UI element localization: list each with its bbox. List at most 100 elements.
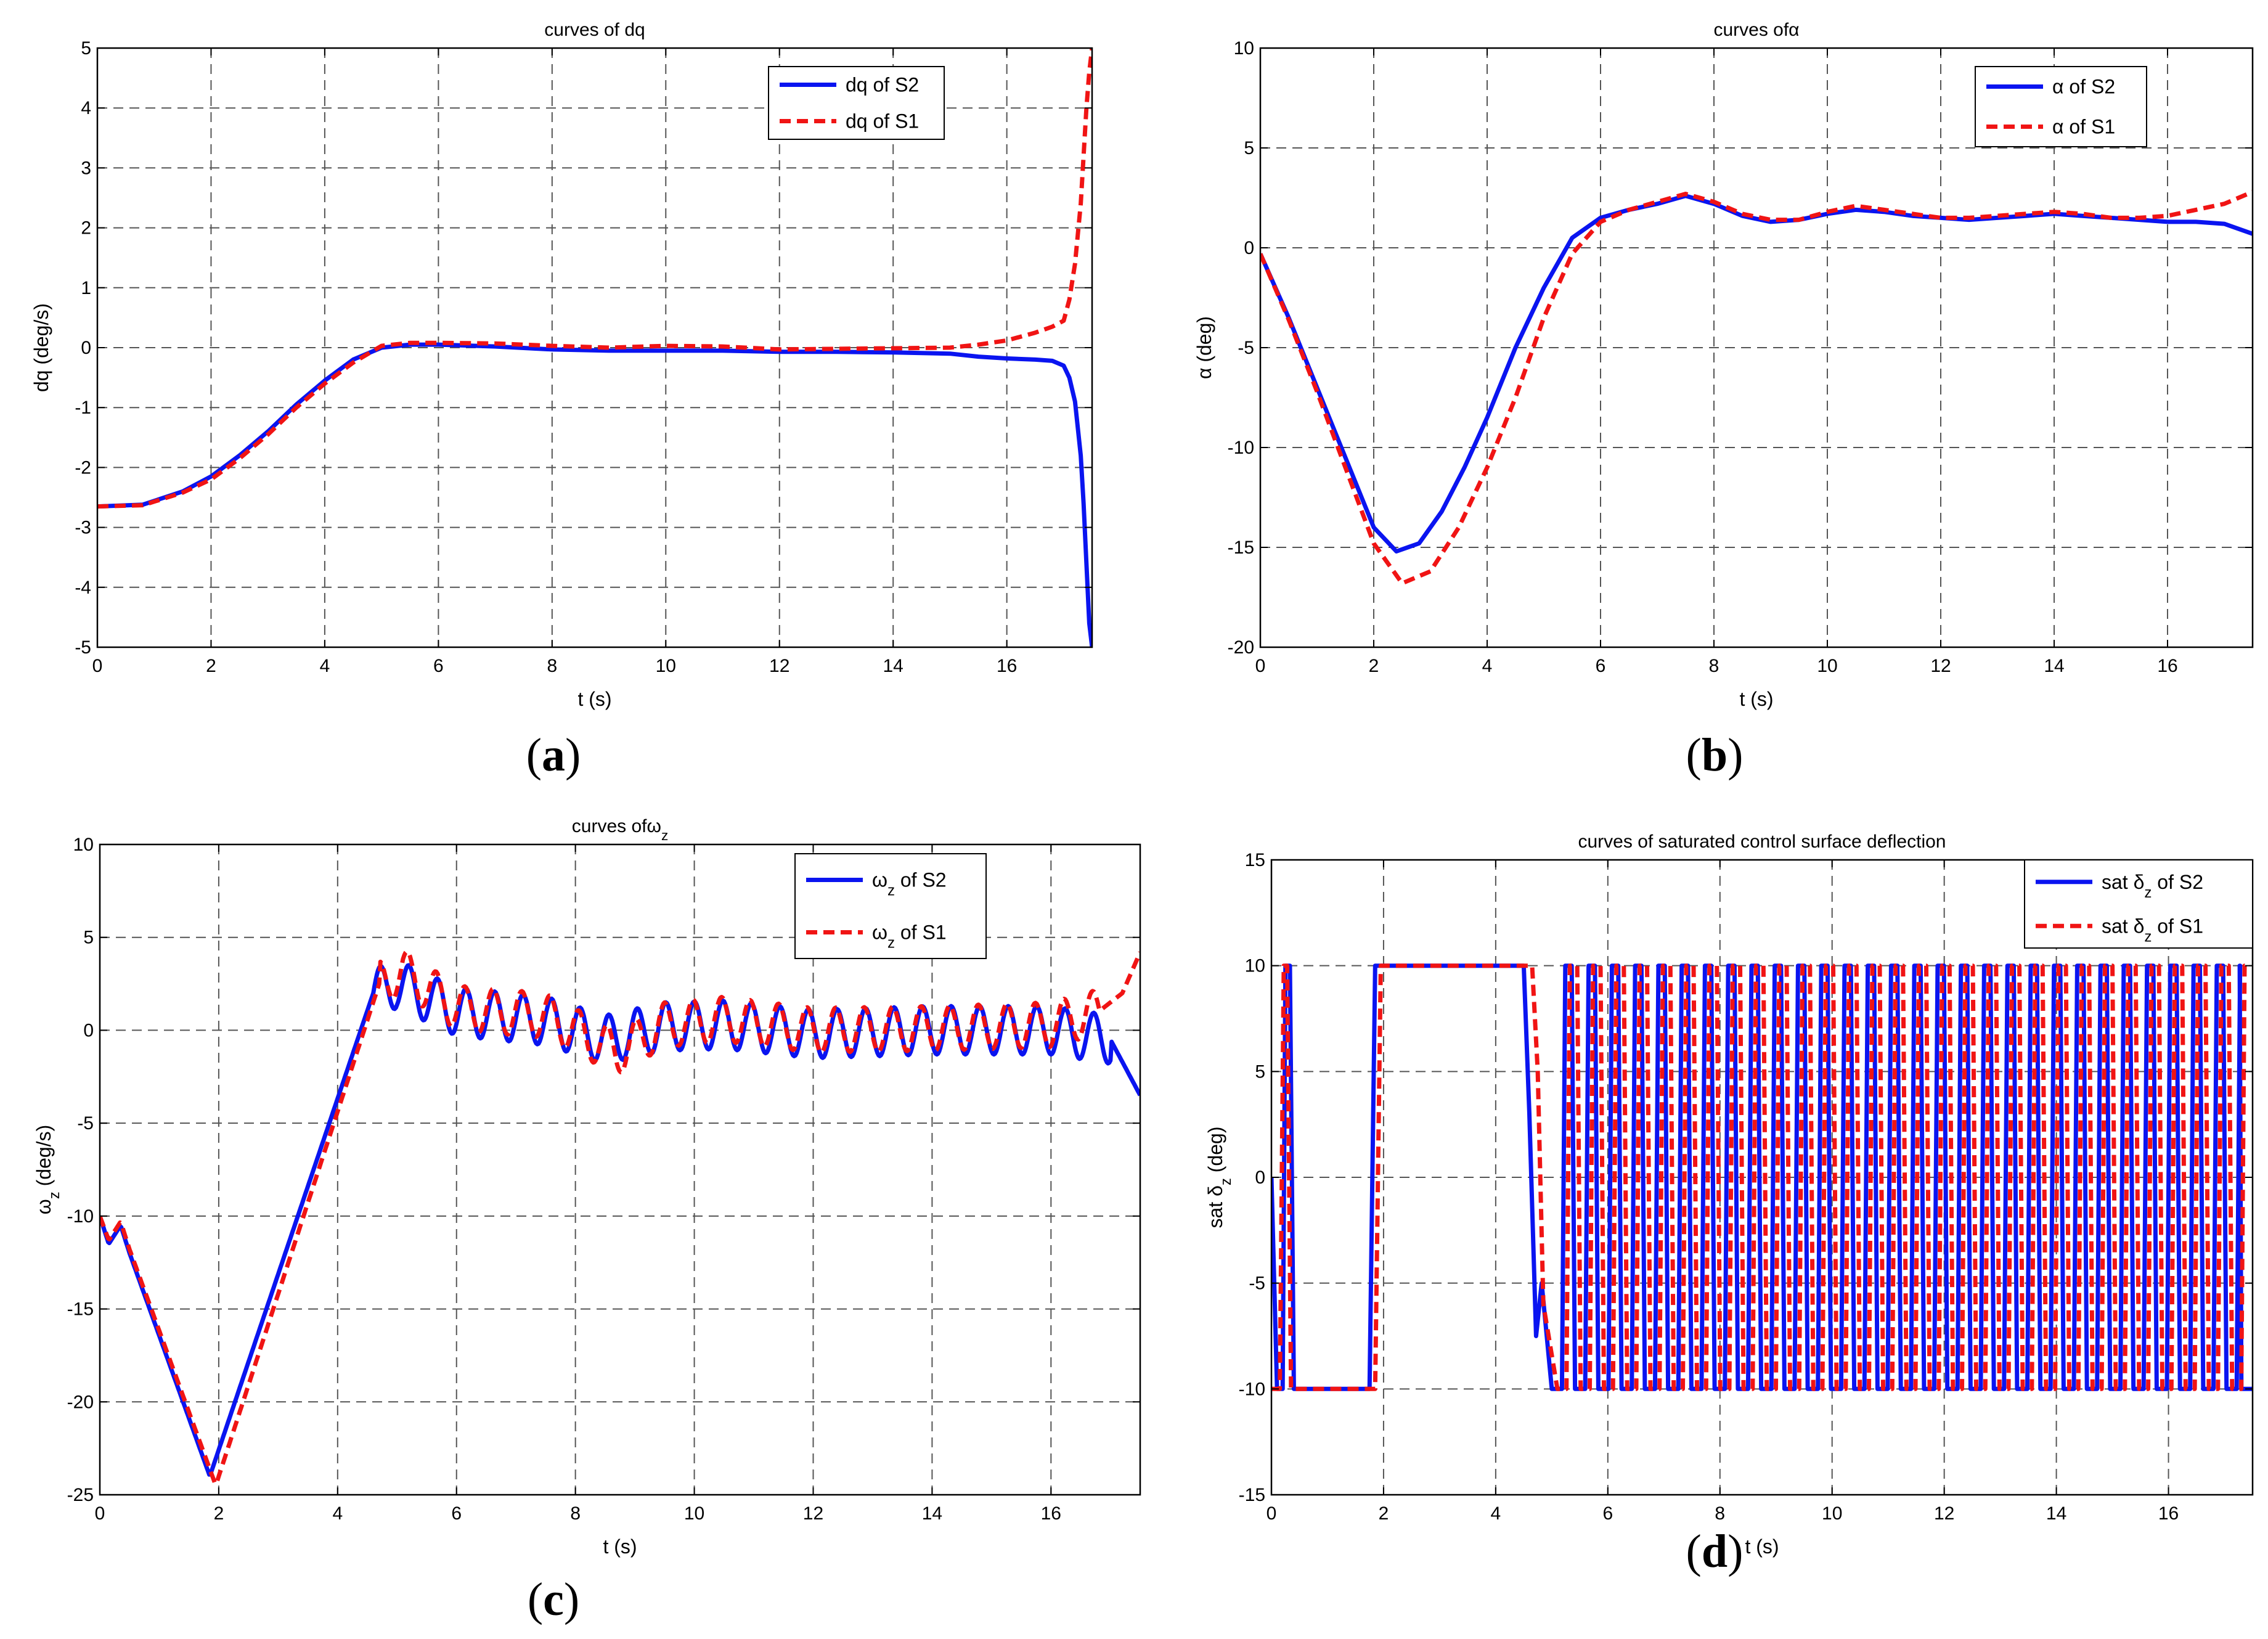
chart-title: curves ofωz [572, 816, 668, 843]
legend-entry: dq of S2 [846, 74, 919, 96]
x-tick-label: 12 [769, 656, 789, 676]
series-group [100, 949, 1140, 1486]
y-tick-label: 15 [1245, 850, 1265, 870]
x-tick-label: 16 [2157, 656, 2177, 676]
x-axis-label: t (s) [577, 688, 611, 710]
x-tick-label: 4 [1482, 656, 1493, 676]
legend-box [2024, 859, 2253, 949]
y-tick-label: 5 [83, 928, 94, 948]
x-tick-label: 0 [92, 656, 103, 676]
y-tick-label: -25 [67, 1485, 94, 1505]
y-axis-label: dq (deg/s) [30, 303, 52, 392]
legend: α of S2 α of S1 [1975, 66, 2147, 147]
x-tick-label: 10 [684, 1503, 704, 1524]
y-tick-label: 3 [81, 158, 91, 178]
y-tick-label: 2 [81, 218, 91, 239]
x-axis-label: t (s) [1745, 1535, 1779, 1558]
legend-entry: dq of S1 [846, 110, 919, 133]
series-line-s1 [1271, 963, 2251, 1391]
y-tick-label: -10 [1228, 438, 1254, 458]
y-axis-label: α (deg) [1193, 316, 1215, 379]
y-tick-label: -15 [1239, 1485, 1265, 1505]
panel-label: (d) [1686, 1526, 1744, 1577]
legend: ωz of S2 ωz of S1 [794, 853, 987, 959]
y-tick-label: 0 [83, 1020, 94, 1040]
x-tick-label: 16 [997, 656, 1017, 676]
x-tick-label: 2 [1369, 656, 1379, 676]
series-group [1271, 963, 2253, 1391]
chart-title: curves of saturated control surface defl… [1578, 832, 1946, 852]
y-tick-label: 1 [81, 278, 91, 298]
y-axis-label: sat δz (deg) [1204, 1127, 1234, 1228]
panel-label: (c) [528, 1574, 579, 1625]
x-tick-label: 0 [1255, 656, 1266, 676]
x-tick-label: 14 [883, 656, 904, 676]
x-tick-label: 12 [1930, 656, 1951, 676]
legend-entry: α of S1 [2052, 116, 2115, 138]
x-tick-label: 14 [2044, 656, 2064, 676]
x-tick-label: 10 [1822, 1503, 1842, 1524]
x-tick-label: 4 [320, 656, 330, 676]
chart-panel-c: 0 2 4 6 8 10 12 14 16 -25 -20 -15 -10 -5 0 5 10 curves of… [33, 816, 1141, 1625]
grid [1260, 48, 2253, 647]
y-tick-label: 10 [1234, 38, 1254, 59]
series-line-s1 [100, 949, 1140, 1486]
x-tick-label: 2 [1379, 1503, 1389, 1524]
x-tick-label: 8 [1709, 656, 1719, 676]
y-tick-label: 5 [1255, 1061, 1265, 1082]
y-tick-label: 10 [73, 835, 94, 855]
chart-panel-b: 0 2 4 6 8 10 12 14 16 -20 -15 -10 -5 0 5 10 curves ofα t … [1193, 20, 2254, 781]
x-tick-label: 0 [95, 1503, 105, 1524]
grid [100, 844, 1140, 1495]
y-tick-label: 5 [1244, 138, 1254, 158]
x-tick-label: 14 [922, 1503, 942, 1524]
x-tick-label: 6 [1596, 656, 1606, 676]
chart-title: curves of dq [544, 20, 645, 40]
legend-box [794, 853, 987, 959]
y-tick-label: -15 [1228, 537, 1254, 558]
x-tick-label: 16 [2158, 1503, 2179, 1524]
legend-box [768, 66, 945, 140]
y-axis-label: ωz (deg/s) [33, 1125, 63, 1214]
series-line-s2 [100, 963, 1140, 1477]
series-line-s1 [1260, 190, 2253, 586]
y-tick-label: -4 [75, 578, 91, 598]
x-tick-label: 12 [1934, 1503, 1954, 1524]
x-tick-label: 8 [1715, 1503, 1725, 1524]
y-tick-label: -3 [75, 518, 91, 538]
panel-label: (b) [1686, 729, 1744, 781]
panel-label: (a) [526, 729, 581, 781]
legend-entry: α of S2 [2052, 76, 2115, 98]
axes-box [99, 843, 1141, 1496]
ticks: 0 2 4 6 8 10 12 14 16 -20 -15 -10 -5 0 5 10 [1228, 38, 2253, 676]
legend-entry: ωz of S1 [872, 922, 947, 952]
x-tick-label: 16 [1041, 1503, 1061, 1524]
y-tick-label: -20 [1228, 637, 1254, 658]
y-tick-label: -5 [1238, 338, 1254, 358]
x-tick-label: 4 [1491, 1503, 1501, 1524]
y-tick-label: -5 [1249, 1273, 1265, 1294]
series-line-s2 [97, 342, 1092, 647]
y-tick-label: 10 [1245, 956, 1265, 976]
x-tick-label: 10 [656, 656, 676, 676]
y-tick-label: -10 [67, 1206, 94, 1227]
x-tick-label: 6 [451, 1503, 462, 1524]
x-tick-label: 8 [547, 656, 557, 676]
legend-entry: sat δz of S2 [2102, 871, 2203, 901]
chart-panel-d: 0 2 4 6 8 10 12 14 16 -15 -10 -5 0 5 10 15 curves of sat… [1204, 832, 2254, 1577]
x-tick-label: 6 [1602, 1503, 1613, 1524]
x-tick-label: 10 [1817, 656, 1837, 676]
y-tick-label: 4 [81, 98, 91, 118]
x-axis-label: t (s) [1739, 688, 1773, 710]
y-tick-label: -20 [67, 1392, 94, 1412]
y-tick-label: -5 [75, 637, 91, 658]
series-group [1260, 190, 2253, 586]
legend: sat δz of S2 sat δz of S1 [2024, 859, 2253, 949]
series-line-s1 [97, 48, 1092, 509]
legend-entry: ωz of S2 [872, 869, 947, 899]
legend-box [1975, 66, 2147, 147]
x-tick-label: 12 [803, 1503, 823, 1524]
